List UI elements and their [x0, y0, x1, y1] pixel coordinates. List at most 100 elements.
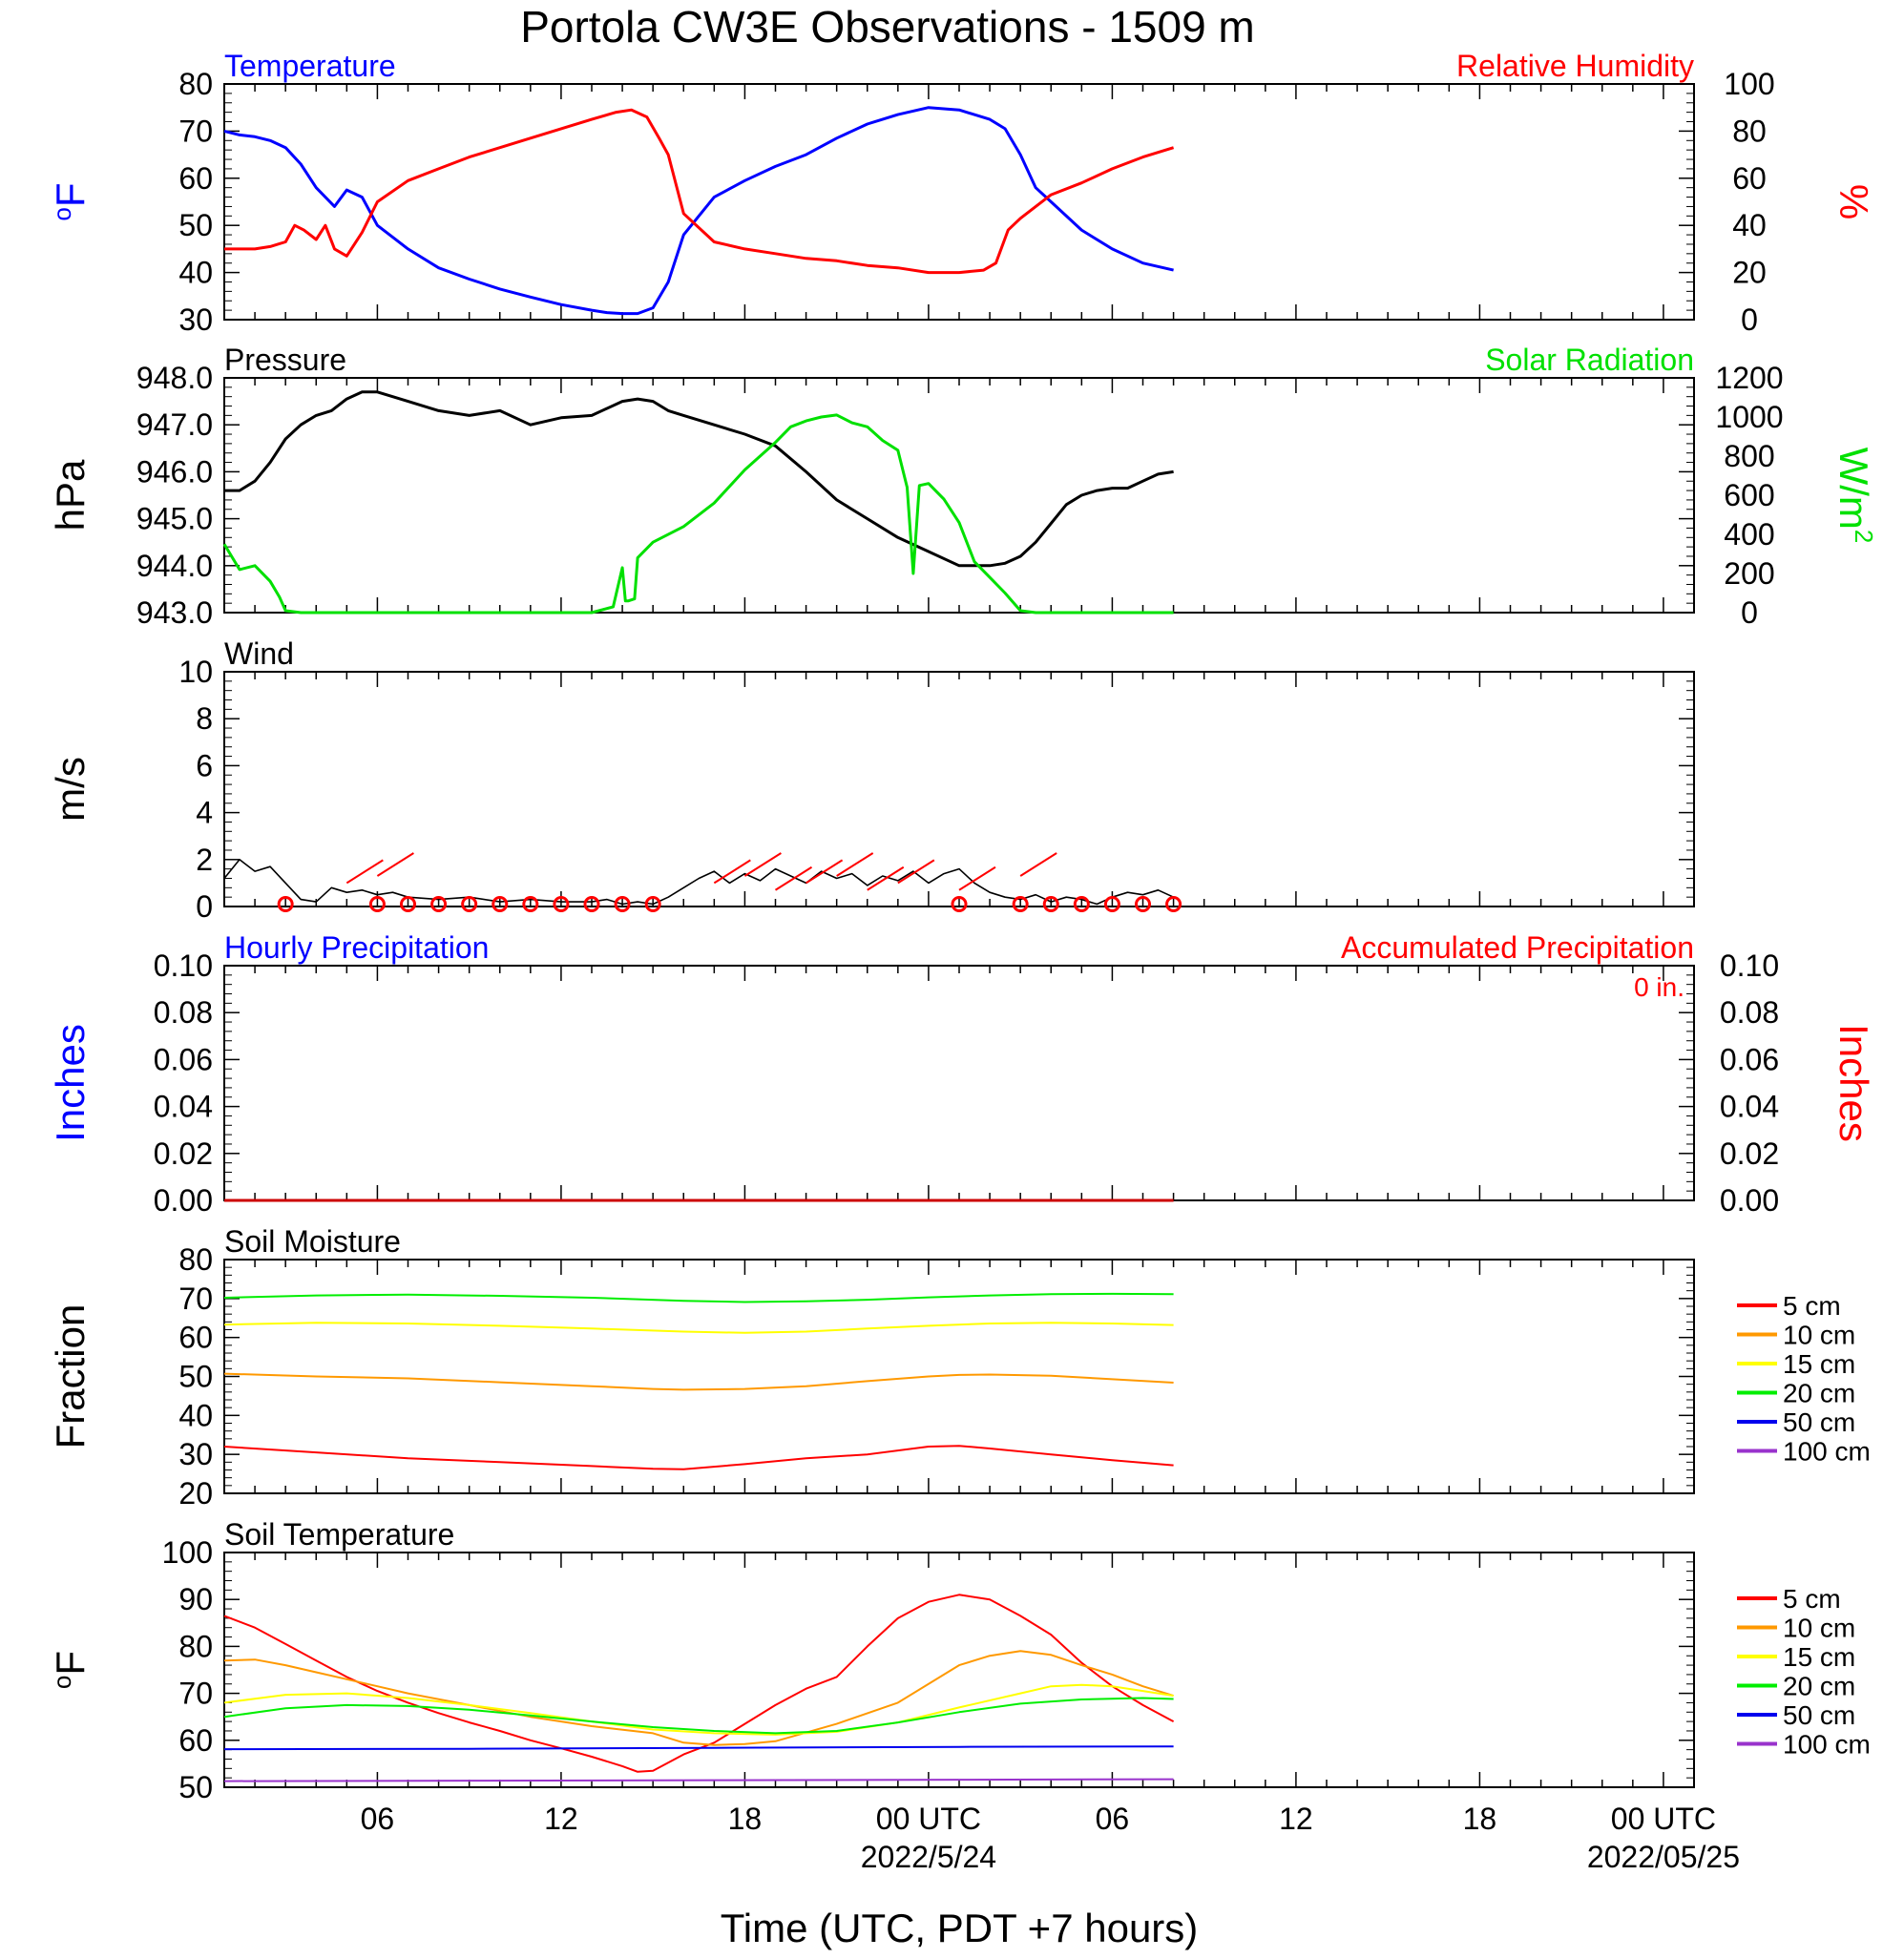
right-y-tick-label: 0.08: [1720, 995, 1779, 1030]
panel-pressure-solar: 943.0 944.0 945.0 946.0 947.0 948.0 0 200 400 600…: [48, 343, 1878, 630]
calm-wind-marker: [522, 896, 539, 913]
x-tick-label: 12: [1279, 1802, 1313, 1836]
panel-frame: [223, 965, 1695, 1201]
right-y-tick-label: 0: [1741, 595, 1758, 630]
calm-wind-marker: [368, 896, 386, 913]
calm-wind-marker: [1012, 896, 1029, 913]
y-tick-label: 50: [178, 1360, 213, 1394]
y-tick-label: 40: [178, 256, 213, 290]
right-y-tick-label: 0.04: [1720, 1090, 1779, 1124]
wind-barb: [1019, 852, 1057, 877]
wind-barb: [743, 852, 782, 877]
right-y-tick-label: 0.00: [1720, 1183, 1779, 1218]
wind-barb: [836, 852, 874, 877]
series-line-5-cm: [223, 1594, 1175, 1773]
right-y-axis-label: W/m2: [1831, 448, 1878, 544]
calm-wind-marker: [644, 896, 661, 913]
legend-label-100-cm: 100 cm: [1783, 1437, 1871, 1467]
y-tick-label: 2: [196, 843, 213, 877]
x-axis: 06 12 18 00 UTC 06 12 18 00 UTC 2022/5/24 2022/05…: [361, 1802, 1740, 1874]
panel-title-right: Solar Radiation: [1485, 343, 1694, 377]
x-tick-label: 12: [544, 1802, 578, 1836]
series-line-100-cm: [223, 1778, 1174, 1782]
y-tick-label: 100: [162, 1535, 213, 1570]
panel-title-left: Soil Temperature: [224, 1517, 454, 1552]
legend-label-5-cm: 5 cm: [1783, 1291, 1841, 1321]
series-line-wind: [223, 858, 1174, 906]
panel-title-left: Hourly Precipitation: [224, 930, 489, 965]
series-line-humidity: [224, 108, 1175, 275]
panel-title-right: Accumulated Precipitation: [1341, 930, 1694, 965]
wind-barb: [376, 852, 414, 877]
panel-frame: [223, 83, 1695, 321]
right-y-tick-label: 200: [1724, 556, 1774, 591]
x-tick-label: 18: [728, 1802, 763, 1836]
y-tick-label: 80: [178, 67, 213, 101]
left-y-axis-label: oF: [48, 182, 93, 220]
calm-wind-marker: [1135, 896, 1151, 913]
right-y-tick-label: 100: [1724, 67, 1774, 101]
left-y-axis-label: Fraction: [48, 1304, 93, 1449]
right-y-tick-label: 0.02: [1720, 1136, 1779, 1171]
calm-wind-marker: [951, 896, 968, 913]
right-y-tick-label: 0.10: [1720, 948, 1779, 983]
series-line-pressure: [224, 390, 1174, 568]
panel-title-left: Pressure: [224, 343, 346, 377]
series-line-solar: [222, 413, 1174, 615]
panel-title-left: Temperature: [224, 49, 396, 83]
y-tick-label: 30: [178, 302, 213, 337]
y-tick-label: 943.0: [136, 595, 213, 630]
left-y-axis-label: Inches: [48, 1024, 93, 1142]
calm-wind-marker: [1042, 896, 1059, 913]
right-y-tick-label: 40: [1732, 208, 1767, 242]
x-date-label: 2022/05/25: [1587, 1840, 1740, 1874]
y-tick-label: 80: [178, 1629, 213, 1663]
right-y-tick-label: 800: [1724, 439, 1774, 473]
left-y-axis-label: hPa: [48, 459, 93, 531]
right-y-axis-label: Inches: [1831, 1024, 1876, 1142]
legend-label-5-cm: 5 cm: [1783, 1584, 1841, 1614]
series-line-15-cm: [223, 1322, 1174, 1334]
legend-label-10-cm: 10 cm: [1783, 1614, 1855, 1643]
chart-title: Portola CW3E Observations - 1509 m: [520, 2, 1255, 52]
calm-wind-marker: [553, 896, 570, 913]
wind-barb: [958, 865, 996, 891]
right-y-tick-label: 0: [1741, 302, 1758, 337]
y-tick-label: 70: [178, 114, 213, 148]
y-tick-label: 0.08: [154, 995, 213, 1030]
series-line-20-cm: [223, 1292, 1174, 1303]
y-tick-label: 0.02: [154, 1136, 213, 1171]
x-date-label: 2022/5/24: [861, 1840, 996, 1874]
right-y-tick-label: 20: [1732, 256, 1767, 290]
y-tick-label: 40: [178, 1398, 213, 1432]
right-y-tick-label: 600: [1724, 478, 1774, 512]
panel-title-left: Soil Moisture: [224, 1224, 401, 1259]
legend-label-15-cm: 15 cm: [1783, 1349, 1855, 1379]
panel-title-right: Relative Humidity: [1456, 49, 1694, 83]
precip-total-annotation: 0 in.: [1634, 972, 1684, 1002]
panel-title-left: Wind: [224, 636, 294, 671]
y-tick-label: 50: [178, 208, 213, 242]
panel-frame: [223, 1552, 1695, 1788]
y-tick-label: 50: [178, 1770, 213, 1804]
right-y-tick-label: 400: [1724, 517, 1774, 552]
calm-wind-marker: [1165, 896, 1182, 913]
series-line-10-cm: [223, 1650, 1174, 1746]
panel-temperature-humidity: 30 40 50 60 70 80 0 20 40 60 80 100 Temperature Relat…: [48, 49, 1876, 337]
series-line-15-cm: [223, 1683, 1174, 1736]
y-tick-label: 20: [178, 1476, 213, 1511]
calm-wind-marker: [1073, 896, 1090, 913]
legend-label-20-cm: 20 cm: [1783, 1379, 1855, 1408]
x-tick-label: 06: [1096, 1802, 1130, 1836]
series-line-5-cm: [223, 1445, 1174, 1470]
y-tick-label: 0.04: [154, 1090, 213, 1124]
legend-label-20-cm: 20 cm: [1783, 1672, 1855, 1701]
x-tick-label: 00 UTC: [876, 1802, 981, 1836]
calm-wind-marker: [277, 896, 294, 913]
calm-wind-marker: [614, 896, 631, 913]
y-tick-label: 945.0: [136, 502, 213, 536]
series-line-10-cm: [223, 1372, 1174, 1391]
y-tick-label: 8: [196, 701, 213, 736]
